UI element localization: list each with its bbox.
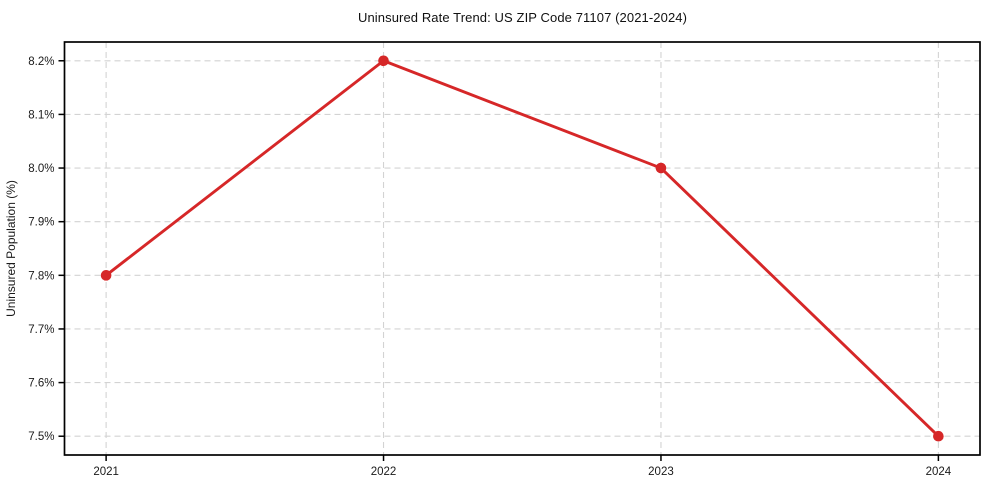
y-tick-label: 7.5%: [28, 431, 54, 443]
plot-border: [63, 41, 981, 456]
x-tick-label: 2022: [371, 466, 397, 478]
data-point-marker: [100, 270, 112, 281]
y-tick-label: 7.8%: [28, 270, 54, 282]
x-tick-label: 2024: [926, 466, 952, 478]
x-tick-label: 2023: [648, 466, 674, 478]
y-tick-label: 8.1%: [28, 109, 54, 121]
y-tick-label: 8.2%: [28, 56, 54, 68]
data-point-marker: [933, 430, 944, 442]
y-axis-label: Uninsured Population (%): [4, 180, 18, 317]
data-point-marker: [378, 55, 389, 67]
y-tick-label: 7.7%: [28, 324, 54, 336]
data-point-marker: [655, 162, 667, 174]
chart-title: Uninsured Rate Trend: US ZIP Code 71107 …: [357, 10, 688, 25]
trend-line: [104, 59, 940, 438]
y-tick-label: 8.0%: [28, 163, 54, 175]
y-tick-label: 7.6%: [28, 378, 54, 390]
y-tick-label: 7.9%: [28, 217, 54, 229]
x-tick-label: 2021: [93, 466, 119, 478]
